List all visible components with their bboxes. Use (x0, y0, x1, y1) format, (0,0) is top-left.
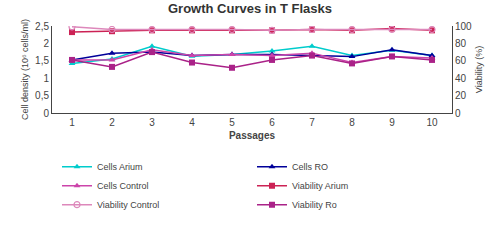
svg-text:5: 5 (229, 117, 235, 128)
svg-text:3: 3 (149, 117, 155, 128)
svg-text:0: 0 (455, 108, 461, 119)
svg-text:8: 8 (349, 117, 355, 128)
svg-text:10: 10 (426, 117, 438, 128)
svg-text:1: 1 (69, 117, 75, 128)
svg-text:40: 40 (455, 73, 467, 84)
svg-text:Cells Control: Cells Control (97, 181, 149, 191)
svg-text:Viability Control: Viability Control (97, 200, 159, 210)
svg-text:1: 1 (43, 73, 49, 84)
svg-text:7: 7 (309, 117, 315, 128)
svg-text:Passages: Passages (229, 130, 276, 141)
svg-text:1,5: 1,5 (35, 55, 49, 66)
svg-text:0,5: 0,5 (35, 90, 49, 101)
svg-text:Growth Curves in T Flasks: Growth Curves in T Flasks (168, 1, 332, 16)
svg-text:Cells Arium: Cells Arium (97, 162, 143, 172)
svg-text:Viability Arium: Viability Arium (292, 181, 348, 191)
svg-text:0: 0 (43, 108, 49, 119)
svg-text:Cell density (10⁶ cells/ml): Cell density (10⁶ cells/ml) (20, 19, 30, 120)
svg-text:Cells RO: Cells RO (292, 162, 328, 172)
svg-text:2,5: 2,5 (35, 21, 49, 32)
svg-text:4: 4 (189, 117, 195, 128)
svg-text:Viability Ro: Viability Ro (292, 200, 337, 210)
svg-text:80: 80 (455, 38, 467, 49)
svg-text:6: 6 (269, 117, 275, 128)
svg-text:60: 60 (455, 55, 467, 66)
svg-text:9: 9 (389, 117, 395, 128)
svg-text:Viability (%): Viability (%) (474, 46, 484, 93)
svg-text:100: 100 (455, 21, 472, 32)
svg-text:2: 2 (43, 38, 49, 49)
svg-text:2: 2 (109, 117, 115, 128)
svg-text:20: 20 (455, 90, 467, 101)
